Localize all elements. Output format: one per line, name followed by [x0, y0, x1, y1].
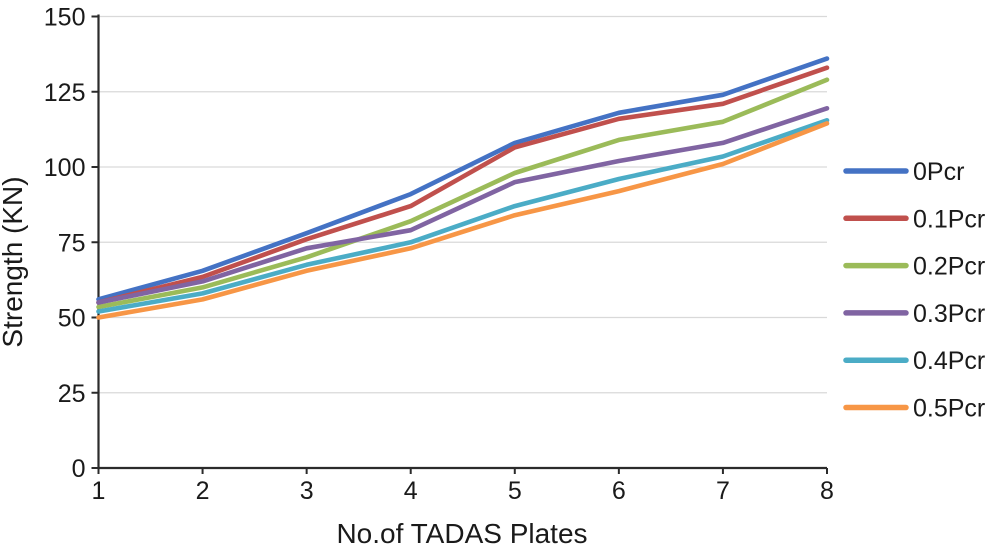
- y-tick-label-125: 125: [44, 79, 86, 107]
- y-tick-label-100: 100: [44, 154, 86, 182]
- y-tick-label-0: 0: [72, 455, 86, 483]
- x-tick-label-3: 3: [300, 477, 314, 505]
- y-tick-label-150: 150: [44, 4, 86, 32]
- legend-label-0.1Pcr: 0.1Pcr: [913, 205, 985, 233]
- series-line-0.2Pcr: [96, 77, 830, 310]
- y-tick-label-50: 50: [58, 305, 86, 333]
- x-axis-title: No.of TADAS Plates: [336, 518, 587, 549]
- gridlines-layer: [98, 15, 827, 394]
- x-tick-label-6: 6: [612, 477, 626, 505]
- axes-layer: 0 25 50 75 100 125 150 1 2 3 4 5 6 7 8: [44, 4, 834, 506]
- legend-layer: 0Pcr 0.1Pcr 0.2Pcr 0.3Pcr 0.4Pcr 0.5Pcr: [843, 158, 985, 423]
- y-tick-label-25: 25: [58, 380, 86, 408]
- legend-label-0Pcr: 0Pcr: [913, 158, 964, 186]
- y-axis-title: Strength (KN): [0, 176, 28, 347]
- series-line-0.1Pcr: [96, 65, 830, 305]
- legend-label-0.2Pcr: 0.2Pcr: [913, 253, 985, 281]
- x-tick-label-8: 8: [820, 477, 834, 505]
- legend-label-0.3Pcr: 0.3Pcr: [913, 300, 985, 328]
- x-tick-label-5: 5: [508, 477, 522, 505]
- legend-label-0.4Pcr: 0.4Pcr: [913, 347, 985, 375]
- x-tick-label-2: 2: [196, 477, 210, 505]
- series-line-0.5Pcr: [96, 121, 830, 320]
- y-tick-label-75: 75: [58, 229, 86, 257]
- series-line-0Pcr: [96, 56, 830, 302]
- series-line-0.3Pcr: [96, 106, 830, 305]
- x-tick-label-4: 4: [404, 477, 418, 505]
- series-layer: [96, 56, 830, 320]
- x-tick-label-1: 1: [92, 477, 106, 505]
- legend-label-0.5Pcr: 0.5Pcr: [913, 395, 985, 423]
- series-line-0.4Pcr: [96, 118, 830, 314]
- x-tick-label-7: 7: [716, 477, 730, 505]
